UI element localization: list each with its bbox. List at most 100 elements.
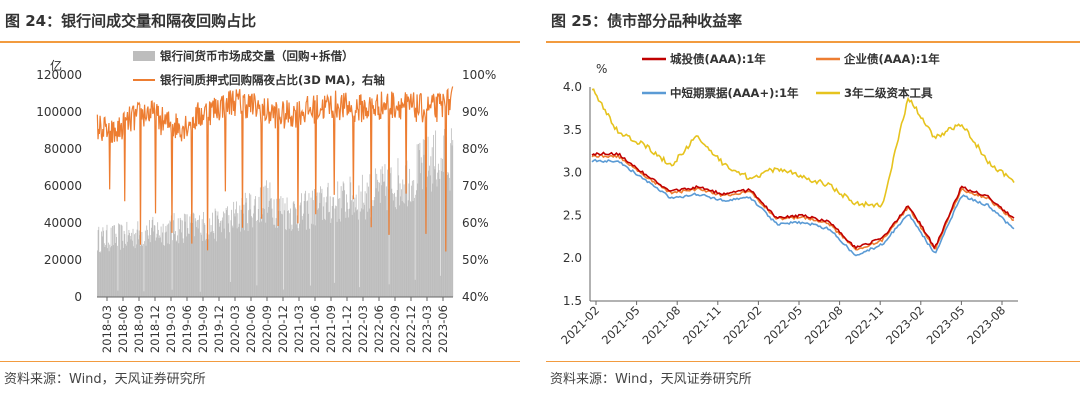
volume-bar [259, 222, 261, 297]
volume-bar [216, 215, 218, 297]
right-x-tick-label: 2022-05 [761, 303, 805, 347]
volume-bar [117, 290, 119, 297]
volume-bar [335, 205, 337, 297]
volume-bar [247, 230, 249, 297]
volume-bar [423, 154, 425, 297]
right-x-tick-label: 2023-02 [883, 303, 927, 347]
volume-bar [304, 193, 306, 297]
volume-bar [97, 230, 99, 297]
volume-bar [172, 220, 174, 297]
volume-bar [418, 150, 420, 297]
left-x-tick-label: 2021-03 [292, 305, 306, 353]
volume-bar [134, 248, 136, 297]
volume-bar [151, 227, 152, 297]
volume-bar [233, 201, 235, 297]
volume-bar [206, 233, 208, 297]
right-y-tick-label: 70% [462, 179, 489, 193]
volume-bar [257, 219, 259, 297]
volume-bar [225, 238, 226, 297]
left-x-tick-label: 2018-09 [132, 305, 146, 353]
volume-bar [393, 194, 395, 297]
volume-bar [147, 235, 149, 297]
left-x-tick-label: 2020-12 [276, 305, 290, 353]
volume-bar [229, 232, 230, 297]
right-y-tick-label: 100% [462, 68, 496, 82]
volume-bar [135, 232, 137, 297]
volume-bar [407, 206, 408, 297]
volume-bar [379, 202, 381, 297]
volume-bar [120, 224, 122, 297]
volume-bar [118, 224, 120, 297]
volume-bar [394, 192, 395, 297]
volume-bar [281, 214, 283, 297]
legend-label-mtn: 中短期票据(AAA+):1年 [670, 86, 799, 100]
volume-bar [413, 180, 415, 297]
volume-bar [336, 221, 338, 297]
right-x-tick-label: 2022-11 [842, 303, 886, 347]
left-x-tick-label: 2021-09 [324, 305, 338, 353]
volume-bar [383, 181, 384, 297]
volume-bar [215, 210, 217, 297]
left-x-tick-label: 2022-06 [372, 305, 386, 353]
volume-bar [109, 244, 111, 297]
volume-bar [242, 213, 244, 297]
volume-bar [166, 224, 168, 297]
volume-bar [166, 231, 167, 297]
volume-bar [395, 196, 397, 297]
volume-bar [160, 226, 162, 297]
volume-bar [391, 188, 393, 297]
volume-bar [111, 246, 113, 297]
volume-bar [355, 207, 356, 297]
volume-bar [329, 196, 331, 297]
volume-bar [288, 210, 289, 297]
volume-bar [231, 209, 233, 297]
volume-bar [124, 234, 126, 297]
volume-bar [290, 230, 292, 297]
volume-bar [412, 200, 414, 297]
volume-bar [350, 200, 352, 297]
volume-bar [184, 221, 186, 297]
volume-bar [133, 246, 135, 297]
volume-bar [265, 222, 267, 297]
volume-bar [397, 158, 399, 297]
volume-bar [400, 189, 402, 297]
volume-bar [328, 212, 330, 297]
volume-bar [329, 211, 330, 297]
volume-bar [203, 222, 205, 297]
volume-bar [344, 211, 346, 297]
volume-bar [426, 187, 428, 297]
volume-bar [439, 178, 441, 297]
volume-bar [236, 228, 238, 297]
volume-bar [284, 203, 286, 297]
volume-bar [346, 194, 348, 297]
volume-bar [254, 199, 256, 297]
volume-bar [190, 214, 192, 297]
volume-bar [207, 239, 209, 297]
volume-bar [322, 219, 324, 297]
volume-bar [173, 213, 175, 297]
volume-bar [107, 242, 109, 297]
volume-bar [301, 193, 302, 297]
volume-bar [362, 209, 364, 297]
volume-bar [313, 200, 315, 297]
volume-bar [352, 195, 354, 297]
volume-bar [342, 181, 344, 297]
volume-bar [294, 203, 295, 297]
volume-bar [294, 207, 296, 297]
volume-bar [264, 208, 265, 297]
volume-bar [99, 252, 101, 297]
volume-bar [306, 201, 308, 297]
volume-bar [126, 221, 128, 297]
volume-bar [203, 211, 204, 297]
volume-bar [252, 227, 254, 297]
volume-bar [107, 248, 109, 297]
right-y-unit-label: % [596, 62, 607, 76]
volume-bar [316, 192, 318, 297]
volume-bar [307, 213, 309, 297]
volume-bar [339, 198, 341, 297]
volume-bar [187, 228, 189, 297]
volume-bar [255, 196, 256, 297]
left-figure-panel: 图 24：银行间成交量和隔夜回购占比 银行间货币市场成交量（回购+拆借） 银行间… [0, 0, 520, 410]
volume-bar [416, 190, 417, 297]
volume-bar [158, 237, 160, 297]
